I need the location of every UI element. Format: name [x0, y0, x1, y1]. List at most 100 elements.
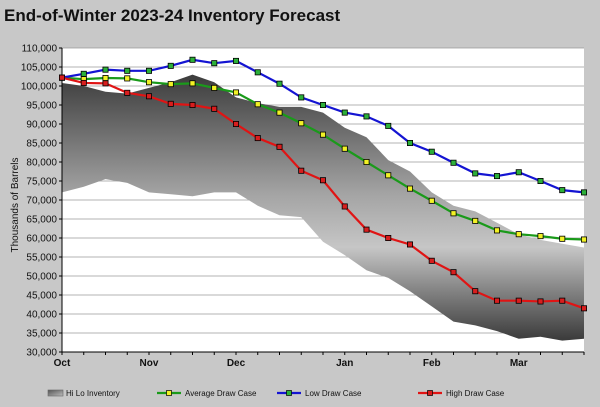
- data-point: [341, 109, 348, 116]
- data-point: [537, 298, 544, 305]
- data-point: [428, 197, 435, 204]
- data-point: [341, 203, 348, 210]
- data-point: [472, 170, 479, 177]
- y-tick-label: 35,000: [26, 329, 57, 340]
- y-tick-label: 75,000: [26, 177, 57, 188]
- data-point: [232, 57, 239, 64]
- data-point: [537, 177, 544, 184]
- legend-label: Hi Lo Inventory: [66, 389, 120, 398]
- data-point: [189, 56, 196, 63]
- x-tick-label: Feb: [423, 358, 441, 369]
- data-point: [189, 80, 196, 87]
- data-point: [254, 69, 261, 76]
- data-point: [319, 177, 326, 184]
- data-point: [298, 120, 305, 127]
- data-point: [406, 185, 413, 192]
- data-point: [450, 210, 457, 217]
- data-point: [450, 269, 457, 276]
- data-point: [167, 100, 174, 107]
- legend-marker: [427, 390, 433, 396]
- legend-swatch: [47, 389, 64, 397]
- data-point: [211, 84, 218, 91]
- data-point: [493, 227, 500, 234]
- y-tick-label: 80,000: [26, 158, 57, 169]
- data-point: [472, 288, 479, 295]
- y-tick-label: 70,000: [26, 196, 57, 207]
- x-tick-label: Jan: [336, 358, 353, 369]
- x-tick-label: Oct: [54, 358, 71, 369]
- data-point: [319, 131, 326, 138]
- legend-marker: [286, 390, 292, 396]
- x-tick-label: Dec: [227, 358, 246, 369]
- data-point: [189, 102, 196, 109]
- data-point: [211, 105, 218, 112]
- y-tick-label: 60,000: [26, 234, 57, 245]
- data-point: [102, 75, 109, 82]
- y-tick-label: 50,000: [26, 272, 57, 283]
- y-tick-label: 55,000: [26, 253, 57, 264]
- data-point: [102, 80, 109, 87]
- data-point: [515, 231, 522, 238]
- data-point: [80, 79, 87, 86]
- data-point: [102, 66, 109, 73]
- data-point: [363, 226, 370, 233]
- data-point: [559, 235, 566, 242]
- data-point: [450, 159, 457, 166]
- data-point: [298, 94, 305, 101]
- x-tick-label: Mar: [510, 358, 528, 369]
- data-point: [581, 189, 588, 196]
- data-point: [363, 113, 370, 120]
- data-point: [581, 305, 588, 312]
- data-point: [428, 257, 435, 264]
- legend: Hi Lo Inventory Average Draw Case Low Draw…: [47, 389, 505, 398]
- data-point: [254, 101, 261, 108]
- data-point: [581, 236, 588, 243]
- data-point: [385, 172, 392, 179]
- data-point: [385, 122, 392, 129]
- data-point: [515, 297, 522, 304]
- series-lines: [59, 56, 588, 312]
- data-point: [341, 145, 348, 152]
- data-point: [167, 62, 174, 69]
- data-point: [276, 80, 283, 87]
- data-point: [276, 109, 283, 116]
- y-tick-label: 45,000: [26, 291, 57, 302]
- data-point: [167, 81, 174, 88]
- data-point: [319, 102, 326, 109]
- y-tick-label: 95,000: [26, 101, 57, 112]
- data-point: [232, 89, 239, 96]
- data-point: [559, 187, 566, 194]
- axes: 30,000 35,000 40,000 45,000 50,000 55,000 60,0…: [21, 44, 585, 369]
- x-tick-label: Nov: [140, 358, 159, 369]
- data-point: [472, 217, 479, 224]
- data-point: [493, 173, 500, 180]
- data-point: [406, 139, 413, 146]
- data-point: [385, 234, 392, 241]
- data-point: [145, 79, 152, 86]
- data-point: [537, 233, 544, 240]
- data-point: [124, 67, 131, 74]
- data-point: [211, 60, 218, 67]
- legend-label: Low Draw Case: [305, 389, 362, 398]
- y-tick-label: 40,000: [26, 310, 57, 321]
- y-tick-label: 110,000: [22, 44, 58, 55]
- data-point: [515, 169, 522, 176]
- y-tick-label: 100,000: [21, 82, 58, 93]
- data-point: [493, 297, 500, 304]
- legend-marker: [166, 390, 172, 396]
- legend-label: Average Draw Case: [185, 389, 257, 398]
- data-point: [232, 121, 239, 128]
- y-axis-label: Thousands of Barrels: [10, 157, 21, 252]
- data-point: [298, 167, 305, 174]
- data-point: [276, 143, 283, 150]
- data-point: [145, 67, 152, 74]
- data-point: [406, 241, 413, 248]
- y-tick-label: 90,000: [26, 120, 57, 131]
- y-tick-label: 105,000: [21, 63, 58, 74]
- y-tick-label: 85,000: [26, 139, 57, 150]
- data-point: [363, 158, 370, 165]
- data-point: [80, 70, 87, 77]
- data-point: [559, 297, 566, 304]
